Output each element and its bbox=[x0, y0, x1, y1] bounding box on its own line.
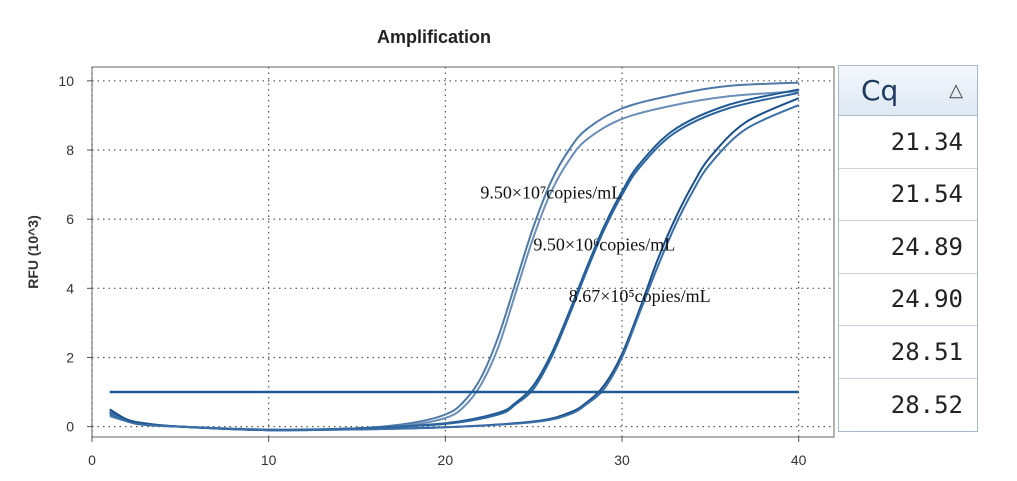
curve-annotation: 9.50×10⁷copies/mL bbox=[480, 182, 622, 202]
curve-annotation: 8.67×10⁵copies/mL bbox=[569, 286, 711, 306]
y-tick-label: 10 bbox=[58, 73, 74, 89]
y-tick-label: 6 bbox=[66, 211, 74, 227]
plot-frame bbox=[91, 66, 835, 438]
cq-row[interactable]: 24.90 bbox=[839, 274, 977, 326]
x-tick-label: 40 bbox=[791, 452, 807, 468]
curve-annotation: 9.50×10⁶copies/mL bbox=[533, 234, 675, 254]
y-tick-label: 2 bbox=[66, 349, 74, 365]
cq-row[interactable]: 24.89 bbox=[839, 221, 977, 274]
y-tick-label: 0 bbox=[66, 419, 74, 435]
cq-row[interactable]: 21.54 bbox=[839, 169, 977, 221]
amplification-curve bbox=[109, 104, 800, 432]
cq-header-label: Cq bbox=[861, 74, 899, 107]
x-tick-label: 20 bbox=[438, 452, 454, 468]
y-axis-label: RFU (10^3) bbox=[25, 215, 41, 289]
x-tick-label: 0 bbox=[88, 452, 96, 468]
y-tick-label: 4 bbox=[66, 280, 74, 296]
cq-row[interactable]: 28.51 bbox=[839, 326, 977, 379]
chart-title: Amplification bbox=[377, 27, 491, 47]
cq-column-header[interactable]: Cq △ bbox=[839, 66, 977, 116]
cq-value: 21.34 bbox=[890, 127, 963, 156]
sort-triangle-icon[interactable]: △ bbox=[949, 80, 963, 100]
cq-value: 28.51 bbox=[890, 337, 963, 366]
cq-value: 21.54 bbox=[890, 180, 963, 209]
x-tick-label: 10 bbox=[261, 452, 277, 468]
cq-row[interactable]: 28.52 bbox=[839, 379, 977, 432]
cq-table: Cq △ 21.34 21.54 24.89 24.90 28.51 28.52 bbox=[838, 65, 978, 432]
cq-row[interactable]: 21.34 bbox=[839, 116, 977, 169]
cq-value: 28.52 bbox=[890, 390, 963, 419]
x-tick-label: 30 bbox=[614, 452, 630, 468]
cq-value: 24.90 bbox=[890, 285, 963, 314]
cq-value: 24.89 bbox=[890, 232, 963, 261]
y-tick-label: 8 bbox=[66, 142, 74, 158]
